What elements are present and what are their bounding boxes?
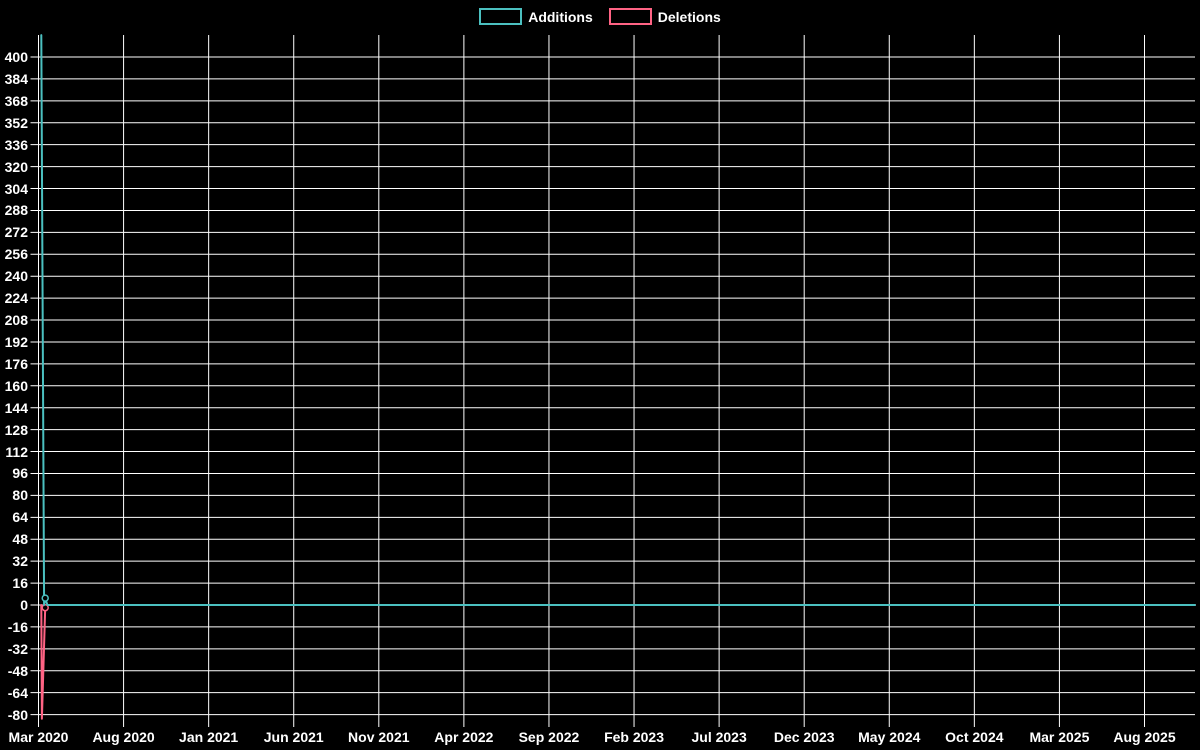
y-axis-label: -64 bbox=[7, 684, 28, 701]
y-axis-label: 16 bbox=[12, 575, 28, 592]
y-axis-label: 320 bbox=[4, 158, 28, 175]
y-axis-label: 48 bbox=[12, 531, 28, 548]
y-axis-label: 288 bbox=[4, 202, 28, 219]
y-axis-label: 304 bbox=[4, 180, 28, 197]
legend-item-additions[interactable]: Additions bbox=[479, 8, 593, 25]
additions-swatch-icon bbox=[479, 8, 523, 25]
x-axis-label: Dec 2023 bbox=[773, 729, 835, 745]
x-axis-label: Mar 2020 bbox=[8, 729, 69, 745]
y-axis-label: 224 bbox=[4, 290, 28, 307]
y-axis-label: -80 bbox=[7, 706, 28, 723]
x-axis-label: Sep 2022 bbox=[518, 729, 580, 745]
x-axis-label: Jul 2023 bbox=[691, 729, 747, 745]
y-axis-label: -48 bbox=[7, 662, 28, 679]
y-axis-label: 272 bbox=[4, 224, 28, 241]
y-axis-label: 176 bbox=[4, 355, 28, 372]
x-axis-label: Oct 2024 bbox=[945, 729, 1004, 745]
x-axis-label: Nov 2021 bbox=[348, 729, 410, 745]
x-axis-label: Feb 2023 bbox=[604, 729, 664, 745]
x-axis-label: Apr 2022 bbox=[434, 729, 494, 745]
deletions-swatch-icon bbox=[608, 8, 652, 25]
additions-point-marker bbox=[41, 594, 49, 602]
x-axis-label: Aug 2025 bbox=[1113, 729, 1176, 745]
legend-item-deletions[interactable]: Deletions bbox=[608, 8, 721, 25]
y-axis-label: -32 bbox=[7, 640, 28, 657]
y-axis-label: 144 bbox=[4, 399, 28, 416]
y-axis-label: 240 bbox=[4, 268, 28, 285]
legend-label-deletions: Deletions bbox=[657, 8, 721, 25]
y-axis-label: 112 bbox=[5, 443, 28, 460]
y-axis-label: 384 bbox=[4, 70, 28, 87]
y-axis-label: 0 bbox=[20, 597, 28, 613]
y-axis-label: 32 bbox=[12, 553, 28, 570]
x-axis-label: May 2024 bbox=[858, 729, 921, 745]
x-axis-label: Aug 2020 bbox=[92, 729, 155, 745]
y-axis-label: 352 bbox=[4, 114, 28, 131]
chart-legend: Additions Deletions bbox=[0, 8, 1200, 25]
y-axis-label: 192 bbox=[4, 333, 28, 350]
y-axis-label: 336 bbox=[4, 136, 28, 153]
y-axis-label: 160 bbox=[4, 377, 28, 394]
deletions-point-marker bbox=[41, 603, 49, 612]
deletions-line bbox=[40, 604, 1196, 720]
y-axis-label: 368 bbox=[4, 92, 28, 109]
y-axis-label: 400 bbox=[4, 49, 28, 65]
y-axis-label: 128 bbox=[4, 421, 28, 438]
y-axis-label: 256 bbox=[4, 246, 28, 263]
y-axis-label: 80 bbox=[12, 487, 28, 504]
x-axis-label: Jun 2021 bbox=[263, 729, 324, 745]
x-axis-label: Mar 2025 bbox=[1029, 729, 1090, 745]
legend-label-additions: Additions bbox=[528, 8, 593, 25]
y-axis-label: -16 bbox=[7, 618, 28, 635]
y-axis-label: 96 bbox=[12, 465, 28, 482]
x-axis-label: Jan 2021 bbox=[179, 729, 239, 745]
y-axis-label: 208 bbox=[4, 312, 28, 329]
y-axis-label: 64 bbox=[12, 509, 28, 526]
